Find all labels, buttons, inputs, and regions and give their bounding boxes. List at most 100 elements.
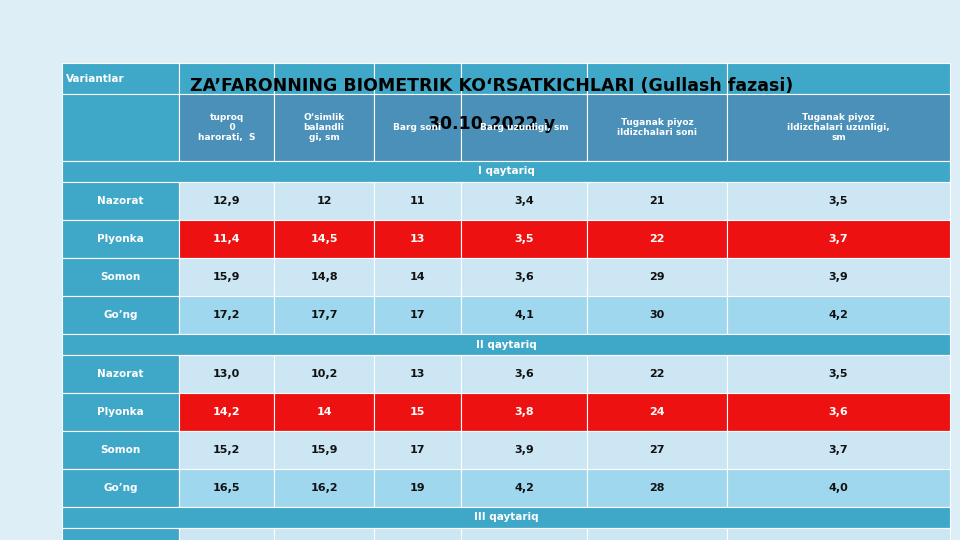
Bar [179,355,274,393]
Bar [374,63,461,94]
Text: Tuganak piyoz
ildizchalari uzunligi,
sm: Tuganak piyoz ildizchalari uzunligi, sm [787,113,890,143]
Text: 3,6: 3,6 [515,272,534,282]
Text: 17,2: 17,2 [213,310,240,320]
Bar [274,528,374,540]
Bar [587,94,727,161]
Text: I qaytariq: I qaytariq [477,166,535,177]
Text: 3,5: 3,5 [515,234,534,244]
Bar [587,393,727,431]
Bar [587,63,727,94]
Text: 13: 13 [410,234,425,244]
Bar [727,296,950,334]
Bar [587,258,727,296]
Bar [179,469,274,507]
Text: 30: 30 [649,310,664,320]
Text: 27: 27 [649,445,664,455]
Bar [374,296,461,334]
Bar [274,182,374,220]
Bar [179,258,274,296]
Bar [727,182,950,220]
Bar [727,258,950,296]
Text: 3,8: 3,8 [515,407,534,417]
Bar [727,220,950,258]
Text: Somon: Somon [101,445,140,455]
Text: 24: 24 [649,407,665,417]
Text: 14: 14 [316,407,332,417]
Text: 30.10.2022 y: 30.10.2022 y [428,114,556,133]
Text: 16,2: 16,2 [310,483,338,493]
Text: Go’ng: Go’ng [104,310,137,320]
Text: 14,2: 14,2 [213,407,240,417]
Text: II qaytariq: II qaytariq [475,340,537,349]
Bar [374,258,461,296]
Text: 3,5: 3,5 [828,196,849,206]
Bar [62,220,179,258]
Text: 4,2: 4,2 [828,310,849,320]
Bar [62,528,179,540]
Bar [179,528,274,540]
Text: 3,9: 3,9 [828,272,849,282]
Text: 3,9: 3,9 [515,445,534,455]
Bar [587,355,727,393]
Bar [727,355,950,393]
Bar [461,469,587,507]
Bar [274,431,374,469]
Text: 14,5: 14,5 [310,234,338,244]
Text: 4,1: 4,1 [514,310,534,320]
Bar [274,94,374,161]
Text: Go’ng: Go’ng [104,483,137,493]
Bar [179,296,274,334]
Text: 12,9: 12,9 [213,196,240,206]
Bar [727,469,950,507]
Text: 21: 21 [649,196,664,206]
Text: 15,9: 15,9 [310,445,338,455]
Text: III qaytariq: III qaytariq [473,512,539,523]
Text: 11: 11 [410,196,425,206]
Text: Nazorat: Nazorat [97,369,144,379]
Bar [461,182,587,220]
Bar [727,393,950,431]
Bar [374,220,461,258]
Bar [374,355,461,393]
Bar [179,393,274,431]
Bar [62,393,179,431]
Bar [274,469,374,507]
Text: 16,5: 16,5 [213,483,240,493]
Bar [461,220,587,258]
Text: 10,2: 10,2 [310,369,338,379]
Bar [374,431,461,469]
Bar [727,63,950,94]
Bar [274,393,374,431]
Text: 12: 12 [316,196,332,206]
Bar [62,182,179,220]
Bar [62,469,179,507]
Bar [587,469,727,507]
Bar [62,334,950,355]
Bar [374,469,461,507]
Text: Plyonka: Plyonka [97,407,144,417]
Bar [179,94,274,161]
Text: 15: 15 [410,407,425,417]
Text: 4,2: 4,2 [514,483,534,493]
Text: 19: 19 [410,483,425,493]
Bar [587,528,727,540]
Text: 3,7: 3,7 [828,445,849,455]
Text: 28: 28 [649,483,664,493]
Text: Nazorat: Nazorat [97,196,144,206]
Text: 17: 17 [410,445,425,455]
Bar [374,528,461,540]
Text: 14,8: 14,8 [310,272,338,282]
Bar [62,94,179,161]
Text: ZA’FARONNING BIOMETRIK KO‘RSATKICHLARI (Gullash fazasi): ZA’FARONNING BIOMETRIK KO‘RSATKICHLARI (… [190,77,794,95]
Text: 3,6: 3,6 [515,369,534,379]
Bar [179,182,274,220]
Bar [274,63,374,94]
Bar [274,220,374,258]
Bar [727,528,950,540]
Text: 22: 22 [649,369,664,379]
Bar [374,393,461,431]
Text: 22: 22 [649,234,664,244]
Bar [727,94,950,161]
Bar [727,431,950,469]
Bar [179,220,274,258]
